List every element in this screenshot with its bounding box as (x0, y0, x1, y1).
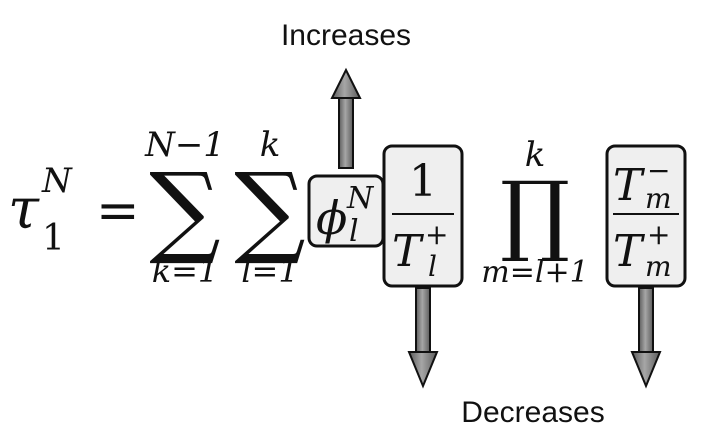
frac1-den-subscript: l (428, 250, 437, 283)
phi-subscript: l (349, 214, 359, 249)
frac1-numerator: 1 (409, 156, 437, 207)
inner-sum: k ∑ l=1 (234, 125, 305, 290)
sum1-lower: k=1 (152, 252, 219, 290)
prod-symbol: ∏ (500, 162, 570, 265)
frac2-num-subscript: m (645, 182, 672, 215)
increases-label: Increases (281, 19, 411, 52)
product: k ∏ m=l+1 (481, 135, 588, 290)
sum1-symbol: ∑ (149, 151, 220, 268)
frac2-den-superscript: + (647, 218, 670, 251)
increase-arrow-icon (330, 67, 362, 169)
fraction-t-minus-over-t-plus-box: T − m T + m (605, 144, 687, 288)
equals-sign: = (96, 181, 140, 241)
frac2-numerator: T (613, 160, 646, 211)
decreases-label: Decreases (461, 396, 604, 429)
fraction-one-over-t-box: 1 T + l (382, 144, 464, 288)
phi-superscript: N (346, 181, 375, 216)
tau-symbol: τ (8, 177, 40, 242)
sum2-lower: l=1 (241, 252, 298, 290)
decrease-arrow-right-icon (630, 287, 662, 389)
frac2-num-superscript: − (647, 154, 670, 187)
sum2-upper: k (260, 125, 281, 165)
frac2-den-subscript: m (645, 250, 672, 283)
tau-superscript: N (41, 161, 73, 201)
sum2-symbol: ∑ (234, 151, 305, 268)
outer-sum: N−1 ∑ k=1 (144, 125, 225, 290)
phi-symbol: ϕ (316, 191, 347, 245)
phi-term-box: ϕ N l (307, 174, 385, 249)
frac1-den-superscript: + (425, 218, 448, 251)
prod-upper: k (525, 135, 546, 175)
frac1-denominator: T (392, 226, 425, 277)
decrease-arrow-left-icon (407, 287, 439, 389)
sum1-upper: N−1 (144, 125, 225, 165)
lhs-tau: τ 1 N (8, 161, 73, 259)
tau-subscript: 1 (42, 218, 65, 259)
prod-lower: m=l+1 (481, 255, 588, 290)
frac2-denominator: T (613, 226, 646, 277)
